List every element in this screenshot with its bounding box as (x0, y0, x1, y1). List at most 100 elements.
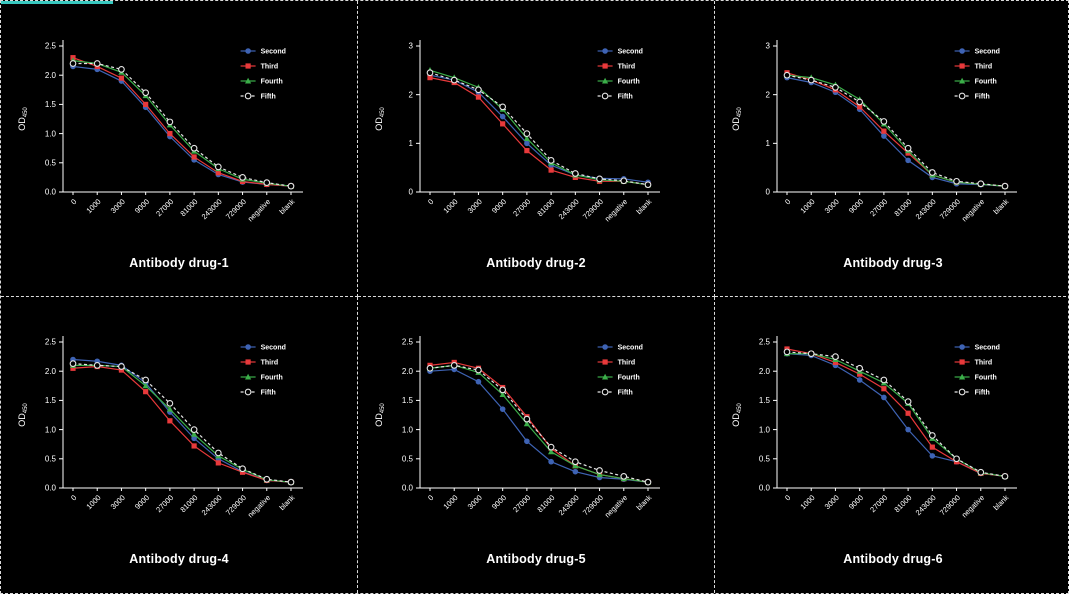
chart-antibody-drug-3: 0 1 2 3 OD450 0 1000 3000 9000 27000 81000 243000 72… (715, 6, 1068, 256)
x-tick-label: 1000 (798, 493, 816, 511)
x-tick-label: 0 (426, 493, 435, 502)
y-tick-label: 0.0 (45, 188, 57, 197)
x-tick-label: 3000 (823, 493, 841, 511)
x-tick-label: 27000 (511, 493, 532, 514)
x-tick-label: 81000 (178, 493, 199, 514)
chart-antibody-drug-1: 0.0 0.5 1.0 1.5 2.0 2.5 OD450 0 1000 3000 9000 2700… (1, 6, 357, 256)
legend-label: Fifth (261, 94, 276, 101)
series-second (784, 350, 1008, 480)
series-fourth (69, 57, 295, 189)
legend: Second Third Fourth Fifth (954, 344, 1000, 397)
chart-panel-antibody-drug-2: 0 1 2 3 OD450 0 1000 3000 9000 27000 81000 243000 72… (358, 1, 715, 297)
chart-title: Antibody drug-2 (486, 256, 586, 270)
x-tick-label: negative (246, 493, 272, 519)
chart-svg: 0.0 0.5 1.0 1.5 2.0 2.5 OD450 0 1000 3000 9000 2700… (17, 336, 303, 519)
legend: Second Third Fourth Fifth (240, 344, 286, 397)
chart-title: Antibody drug-4 (129, 552, 229, 566)
y-tick-label: 3 (766, 42, 771, 51)
legend-label: Fourth (261, 79, 283, 86)
legend-label: Second (261, 345, 286, 352)
x-tick-label: 27000 (154, 493, 175, 514)
series-fifth (426, 69, 652, 189)
y-tick-label: 0 (409, 188, 414, 197)
x-tick-label: 729000 (581, 197, 605, 221)
chart-antibody-drug-2: 0 1 2 3 OD450 0 1000 3000 9000 27000 81000 243000 72… (358, 6, 714, 256)
y-axis-label: OD450 (17, 107, 29, 131)
y-tick-label: 2.5 (45, 42, 57, 51)
x-tick-label: 0 (783, 197, 792, 206)
y-tick-label: 2.5 (45, 338, 57, 347)
accent-line (1, 1, 113, 4)
legend-label: Second (261, 49, 286, 56)
x-tick-label: negative (246, 197, 272, 223)
x-tick-label: 27000 (868, 197, 889, 218)
x-tick-label: 729000 (224, 493, 248, 517)
series-fifth (426, 362, 652, 486)
x-tick-label: 9000 (133, 197, 151, 215)
x-tick-label: 243000 (200, 197, 224, 221)
x-tick-label: 27000 (511, 197, 532, 218)
legend-label: Fifth (618, 390, 633, 397)
x-tick-label: 9000 (490, 493, 508, 511)
x-tick-label: 243000 (200, 493, 224, 517)
legend-label: Fourth (975, 79, 997, 86)
x-tick-label: blank (277, 197, 296, 216)
series-third (784, 70, 1008, 189)
legend-label: Second (618, 49, 643, 56)
y-tick-label: 1.0 (402, 425, 414, 434)
x-tick-label: 0 (426, 197, 435, 206)
y-tick-label: 1.5 (45, 396, 57, 405)
x-tick-label: 27000 (868, 493, 889, 514)
y-axis-label: OD450 (731, 403, 743, 427)
y-tick-label: 2 (766, 90, 771, 99)
chart-svg: 0.0 0.5 1.0 1.5 2.0 2.5 OD450 0 1000 3000 9000 2700… (17, 40, 303, 223)
chart-panel-antibody-drug-5: 0.0 0.5 1.0 1.5 2.0 2.5 OD450 0 1000 3000 9000 2700… (358, 297, 715, 593)
y-tick-label: 0.0 (45, 484, 57, 493)
legend-label: Fourth (618, 375, 640, 382)
x-tick-label: negative (960, 493, 986, 519)
legend-label: Third (618, 64, 636, 71)
x-tick-label: 3000 (109, 197, 127, 215)
series-third (427, 75, 651, 188)
x-tick-label: 729000 (938, 493, 962, 517)
x-tick-label: 243000 (914, 197, 938, 221)
x-tick-label: 243000 (557, 493, 581, 517)
x-tick-label: 0 (69, 493, 78, 502)
chart-panel-antibody-drug-6: 0.0 0.5 1.0 1.5 2.0 2.5 OD450 0 1000 3000 9000 2700… (715, 297, 1068, 593)
chart-title: Antibody drug-3 (843, 256, 943, 270)
x-tick-label: 9000 (847, 197, 865, 215)
x-tick-label: blank (991, 197, 1010, 216)
x-tick-label: blank (634, 493, 653, 512)
legend: Second Third Fourth Fifth (597, 48, 643, 101)
chart-title: Antibody drug-1 (129, 256, 229, 270)
y-tick-label: 2.0 (45, 71, 57, 80)
y-tick-label: 1 (766, 139, 771, 148)
x-tick-label: 1000 (798, 197, 816, 215)
legend-label: Second (618, 345, 643, 352)
y-axis-label: OD450 (374, 403, 386, 427)
series-second (427, 72, 651, 186)
x-tick-label: 1000 (84, 493, 102, 511)
x-tick-label: 81000 (178, 197, 199, 218)
x-tick-label: blank (634, 197, 653, 216)
y-tick-label: 1.0 (45, 129, 57, 138)
y-tick-label: 0.5 (402, 455, 414, 464)
chart-title: Antibody drug-5 (486, 552, 586, 566)
legend-label: Third (261, 360, 279, 367)
y-tick-label: 1.5 (402, 396, 414, 405)
x-tick-label: negative (960, 197, 986, 223)
y-axis-label: OD450 (731, 107, 743, 131)
x-tick-label: 81000 (535, 493, 556, 514)
legend-label: Fifth (618, 94, 633, 101)
x-tick-label: blank (991, 493, 1010, 512)
legend-label: Fourth (618, 79, 640, 86)
x-tick-label: 3000 (823, 197, 841, 215)
legend: Second Third Fourth Fifth (240, 48, 286, 101)
legend-label: Second (975, 49, 1000, 56)
y-tick-label: 0.5 (45, 455, 57, 464)
legend: Second Third Fourth Fifth (597, 344, 643, 397)
series-second (784, 74, 1008, 189)
x-tick-label: negative (603, 197, 629, 223)
